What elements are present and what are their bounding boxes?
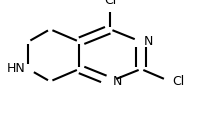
Text: HN: HN	[7, 63, 25, 75]
Text: Cl: Cl	[104, 0, 116, 7]
Text: N: N	[113, 75, 122, 88]
Text: Cl: Cl	[172, 75, 184, 88]
Text: N: N	[144, 35, 153, 48]
